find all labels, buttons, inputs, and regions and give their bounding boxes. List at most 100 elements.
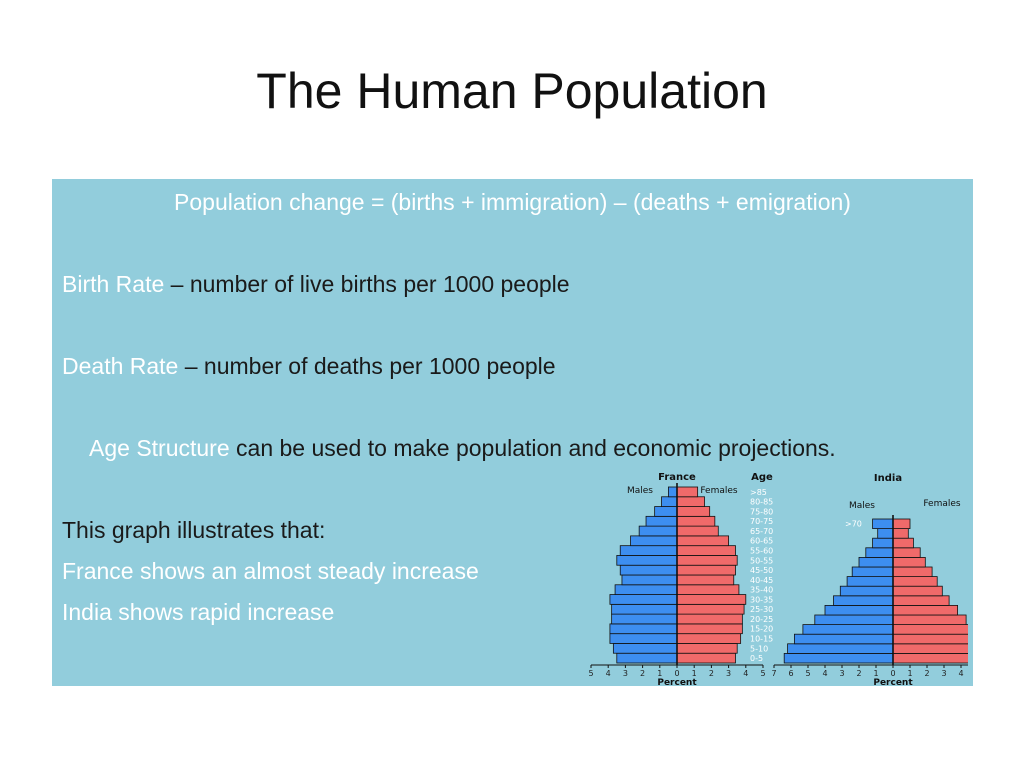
france-male-bar [612,643,678,654]
india-male-bar [865,547,894,558]
france-male-bar [616,555,678,566]
india-x-axis-label: Percent [873,678,913,685]
france-age-label: 70-75 [750,517,773,526]
equation-text: Population change = (births + immigratio… [174,189,851,215]
india-male-bar [851,566,894,578]
india-female-bar [892,604,958,616]
france-age-label: 45-50 [750,566,773,575]
india-females-label: Females [923,499,961,509]
india-female-bar [892,547,921,558]
india-x-tick-label: 4 [822,669,827,678]
india-female-bar [892,595,950,606]
france-female-bar [676,564,736,576]
india-male-bar [814,614,894,626]
birth-rate-line: Birth Rate – number of live births per 1… [62,271,570,298]
france-male-bar [609,594,678,605]
france-female-bar [676,486,699,498]
india-female-bar [892,566,933,578]
france-x-tick-label: 1 [692,669,697,678]
france-males-label: Males [627,486,653,496]
india-female-bar [892,518,911,530]
france-x-tick-label: 3 [726,669,731,678]
france-age-label: 50-55 [750,556,773,565]
india-x-tick-label: 1 [907,669,912,678]
india-age-label: >70 [845,520,862,529]
france-male-bar [661,496,678,507]
france-age-label: 10-15 [750,634,773,643]
slide-title: The Human Population [256,63,768,119]
india-male-bar [846,576,894,587]
france-age-label: 25-30 [750,605,773,614]
india-male-bar [858,557,894,568]
france-female-bar [676,594,747,605]
france-age-label: 30-35 [750,595,773,604]
india-female-bar [892,652,968,664]
france-female-bar [676,555,738,566]
age-structure-definition: can be used to make population and econo… [229,435,836,461]
india-x-tick-label: 3 [839,669,844,678]
france-chart-title: France [658,472,696,483]
france-male-bar [616,652,678,664]
france-male-bar [619,564,678,576]
france-age-label: 55-60 [750,546,773,555]
age-structure-line: Age Structure can be used to make popula… [89,435,836,462]
france-age-label: 65-70 [750,527,773,536]
france-male-bar [630,535,678,547]
france-male-bar [614,584,678,595]
france-male-bar [619,545,678,556]
france-x-tick-label: 4 [606,669,611,678]
france-x-tick-label: 3 [623,669,628,678]
india-male-bar [872,518,894,530]
india-x-tick-label: 5 [805,669,810,678]
france-female-bar [676,525,719,537]
france-female-bar [676,545,736,556]
india-x-tick-label: 6 [788,669,793,678]
france-female-bar [676,515,716,527]
france-x-tick-label: 2 [640,669,645,678]
france-male-bar [621,574,678,586]
france-female-bar [676,496,705,507]
death-rate-line: Death Rate – number of deaths per 1000 p… [62,353,556,380]
birth-rate-term: Birth Rate [62,271,165,297]
india-male-bar [833,595,894,606]
india-x-tick-label: 2 [856,669,861,678]
india-female-bar [892,624,968,635]
india-x-tick-label: 3 [941,669,946,678]
france-female-bar [676,623,743,635]
france-female-bar [676,506,711,517]
death-rate-term: Death Rate [62,353,179,379]
illustrates-text: This graph illustrates that: [62,517,326,543]
france-x-tick-label: 5 [760,669,765,678]
france-female-bar [676,574,735,586]
france-female-bar [676,633,742,644]
india-note: India shows rapid increase [62,599,335,625]
france-female-bar [676,584,740,595]
france-age-label: 15-20 [750,625,773,634]
india-male-bar [877,528,894,539]
india-x-tick-label: 0 [890,669,895,678]
content-box: Population change = (births + immigratio… [52,179,973,686]
france-female-bar [676,613,743,625]
india-female-bar [892,643,968,654]
france-x-tick-label: 4 [743,669,748,678]
france-female-bar [676,652,736,664]
france-male-bar [654,506,678,517]
india-x-tick-label: 4 [958,669,963,678]
france-x-tick-label: 0 [674,669,679,678]
france-male-bar [645,515,678,527]
france-note: France shows an almost steady increase [62,558,479,584]
india-female-bar [892,576,938,587]
france-female-bar [676,643,738,654]
birth-rate-definition: – number of live births per 1000 people [164,271,570,297]
india-male-bar [802,624,894,635]
france-age-label: 80-85 [750,498,773,507]
india-x-tick-label: 1 [873,669,878,678]
france-females-label: Females [700,486,738,496]
france-age-label: >85 [750,488,767,497]
france-x-tick-label: 5 [588,669,593,678]
india-x-tick-label: 7 [771,669,776,678]
india-female-bar [892,614,967,626]
india-female-bar [892,585,943,597]
india-male-bar [783,652,894,664]
france-age-label: 5-10 [750,644,768,653]
